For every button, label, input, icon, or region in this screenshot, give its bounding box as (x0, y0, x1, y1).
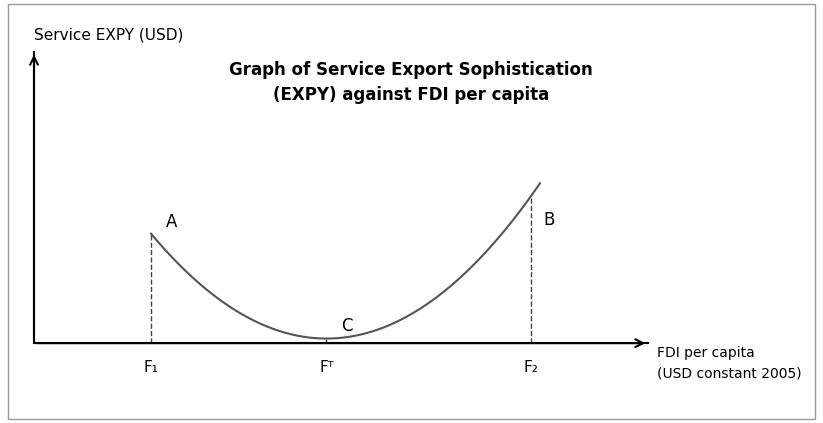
Text: FDI per capita: FDI per capita (657, 346, 755, 360)
Text: (USD constant 2005): (USD constant 2005) (657, 366, 802, 380)
Text: F₁: F₁ (143, 360, 159, 375)
Text: Service EXPY (USD): Service EXPY (USD) (34, 27, 184, 43)
Text: Graph of Service Export Sophistication
(EXPY) against FDI per capita: Graph of Service Export Sophistication (… (230, 61, 593, 104)
Text: Fᵀ: Fᵀ (319, 360, 334, 375)
Text: A: A (165, 213, 177, 231)
Text: C: C (341, 318, 352, 335)
Text: B: B (543, 211, 554, 229)
Text: F₂: F₂ (523, 360, 538, 375)
